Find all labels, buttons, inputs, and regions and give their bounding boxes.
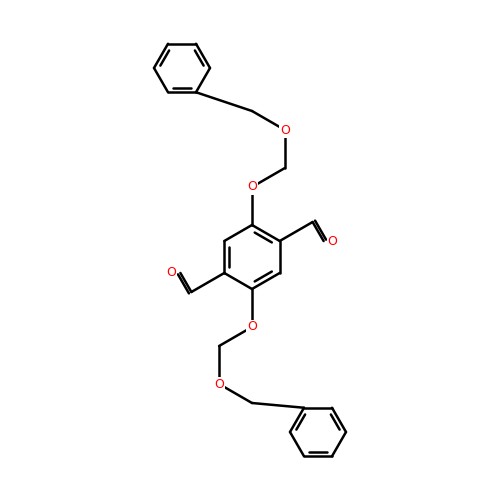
Text: O: O bbox=[247, 320, 257, 334]
Text: O: O bbox=[166, 266, 176, 280]
Text: O: O bbox=[247, 180, 257, 194]
Text: O: O bbox=[280, 124, 290, 136]
Text: O: O bbox=[328, 234, 338, 248]
Text: O: O bbox=[214, 378, 224, 390]
